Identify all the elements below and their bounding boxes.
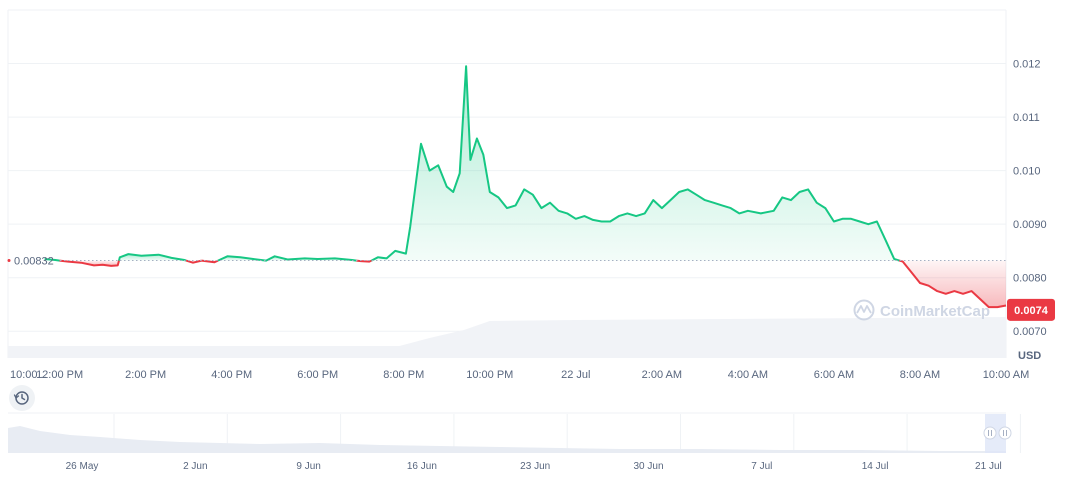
price-line-down	[899, 259, 1007, 309]
y-tick-label: 0.012	[1013, 59, 1041, 71]
navigator-tick-label: 21 Jul	[975, 461, 1002, 472]
navigator-handle-left[interactable]	[983, 426, 997, 440]
price-line-up	[118, 253, 187, 262]
navigator-x-ticks: 26 May 2 Jun 9 Jun 16 Jun 23 Jun 30 Jun 7 Jul 1…	[66, 461, 1002, 472]
y-tick-label: 0.011	[1013, 112, 1040, 124]
time-navigator[interactable]: 26 May 2 Jun 9 Jun 16 Jun 23 Jun 30 Jun 7 Jul 1…	[8, 412, 1021, 472]
navigator-tick-label: 26 May	[66, 461, 99, 472]
y-axis-ticks: 0.012 0.011 0.010 0.0090 0.0080 0.0070	[1013, 59, 1047, 339]
watermark-text: CoinMarketCap	[880, 303, 990, 320]
navigator-history-area	[8, 426, 1006, 453]
price-line-down	[59, 259, 120, 267]
x-tick-label: 8:00 AM	[900, 369, 940, 381]
navigator-tick-label: 2 Jun	[183, 461, 207, 472]
currency-unit: USD	[1018, 350, 1041, 362]
price-areas	[44, 66, 1006, 308]
current-price-label: 0.0074	[1014, 305, 1049, 317]
history-icon[interactable]	[9, 385, 35, 411]
x-tick-label: 10:00...	[10, 369, 47, 381]
x-tick-label: 12:00 PM	[36, 369, 83, 381]
area-below-reference	[899, 260, 1006, 308]
navigator-tick-label: 16 Jun	[407, 461, 437, 472]
price-line-down	[185, 259, 202, 264]
y-tick-label: 0.0080	[1013, 273, 1047, 285]
price-lines	[44, 65, 1007, 309]
y-tick-label: 0.0090	[1013, 219, 1047, 231]
x-tick-label: 6:00 PM	[297, 369, 338, 381]
navigator-handle-right[interactable]	[998, 426, 1012, 440]
y-tick-label: 0.010	[1013, 166, 1041, 178]
navigator-tick-label: 30 Jun	[633, 461, 663, 472]
current-price-badge	[1007, 298, 1055, 321]
price-line-up	[44, 258, 60, 262]
coinmarketcap-logo: CoinMarketCap	[853, 299, 990, 321]
price-line-down	[201, 259, 219, 264]
x-tick-label: 10:00 AM	[983, 369, 1029, 381]
price-line-down	[356, 259, 372, 263]
x-tick-label: 2:00 PM	[125, 369, 166, 381]
navigator-tick-label: 14 Jul	[862, 461, 889, 472]
area-above-reference	[371, 66, 900, 261]
gridlines	[8, 63, 1006, 332]
navigator-tick-label: 23 Jun	[520, 461, 550, 472]
volume-area	[8, 317, 1006, 358]
x-tick-label: 8:00 PM	[383, 369, 424, 381]
price-line-up	[217, 255, 357, 262]
x-tick-label: 2:00 AM	[642, 369, 682, 381]
volume-bars	[8, 317, 1006, 358]
x-tick-label: 22 Jul	[561, 369, 590, 381]
y-tick-label: 0.0070	[1013, 326, 1047, 338]
navigator-tick-label: 9 Jun	[296, 461, 320, 472]
x-tick-label: 4:00 PM	[211, 369, 252, 381]
reference-dot	[7, 259, 11, 263]
price-line-up	[371, 65, 900, 262]
x-tick-label: 4:00 AM	[728, 369, 768, 381]
x-axis-ticks: 10:00...12:00 PM 2:00 PM 4:00 PM 6:00 PM 8:0…	[10, 369, 1029, 381]
x-tick-label: 10:00 PM	[466, 369, 513, 381]
reference-price-label: 0.00832	[14, 256, 54, 268]
x-tick-label: 6:00 AM	[814, 369, 854, 381]
navigator-tick-label: 7 Jul	[751, 461, 772, 472]
